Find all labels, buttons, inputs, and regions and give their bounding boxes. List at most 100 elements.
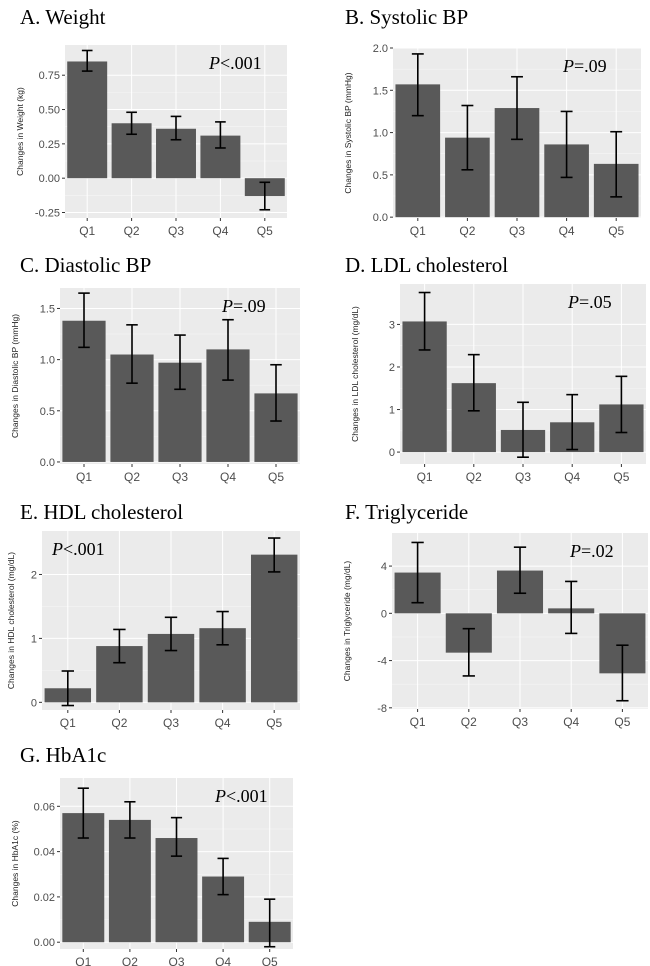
- error-bar-q4: [560, 110, 573, 179]
- p-value-annotation: P=.05: [567, 292, 612, 312]
- error-bar-q5: [615, 375, 628, 434]
- x-tick-label: Q1: [410, 224, 426, 238]
- chart-title: E. HDL cholesterol: [20, 500, 183, 524]
- x-tick-label: Q4: [220, 470, 236, 484]
- x-tick-label: Q5: [613, 470, 629, 484]
- x-tick-label: Q3: [515, 470, 531, 484]
- chart-panel-a: A. Weight -0.25 0.00 0.25 0.50 0.75 Q1 Q2 Q3 Q4 Q5…: [0, 0, 300, 238]
- p-value-text: =.05: [579, 292, 612, 312]
- y-tick-label: 1: [389, 405, 395, 417]
- y-tick-label: -4: [377, 656, 387, 668]
- chart-title: G. HbA1c: [20, 743, 106, 767]
- y-tick-label: 0.50: [39, 105, 60, 117]
- chart-svg-c: C. Diastolic BP 0.0 0.5 1.0 1.5 Q1 Q2 Q3 Q4 Q5 Cha…: [10, 253, 300, 484]
- x-tick-label: Q4: [563, 715, 579, 729]
- x-tick-label: Q2: [124, 224, 140, 238]
- x-tick-label: Q1: [410, 715, 426, 729]
- y-tick-label: -0.25: [35, 208, 60, 220]
- y-tick-label: 1.5: [373, 85, 388, 97]
- error-bar-q2: [467, 353, 480, 412]
- p-value-annotation: P<.001: [208, 53, 262, 73]
- p-value-text: =.09: [574, 56, 607, 76]
- p-value-letter: P: [562, 56, 574, 76]
- x-tick-label: Q4: [212, 224, 228, 238]
- p-value-letter: P: [221, 296, 233, 316]
- p-value-text: <.001: [63, 539, 105, 559]
- x-tick-label: Q1: [79, 224, 95, 238]
- y-tick-label: 0.00: [34, 937, 55, 949]
- y-tick-label: 2.0: [373, 43, 388, 55]
- x-tick-label: Q5: [266, 716, 282, 730]
- x-tick-label: Q5: [262, 955, 278, 966]
- x-tick-label: Q3: [168, 955, 184, 966]
- x-tick-label: Q2: [111, 716, 127, 730]
- p-value-annotation: P=.09: [221, 296, 266, 316]
- error-bar-q2: [462, 627, 475, 677]
- chart-svg-g: G. HbA1c 0.00 0.02 0.04 0.06 Q1 Q2 Q3 Q4 Q5 Change…: [10, 743, 293, 966]
- y-tick-label: 0.02: [34, 892, 55, 904]
- y-tick-label: 0.25: [39, 139, 60, 151]
- y-tick-label: 1: [31, 633, 37, 645]
- p-value-annotation: P<.001: [51, 539, 105, 559]
- y-tick-label: 0.0: [40, 457, 55, 469]
- chart-panel-b: B. Systolic BP 0.0 0.5 1.0 1.5 2.0 Q1 Q2 Q3 Q4 Q5 C…: [325, 0, 650, 238]
- error-bar-q5: [270, 363, 282, 422]
- error-bar-q1: [78, 292, 90, 349]
- x-tick-label: Q3: [168, 224, 184, 238]
- chart-title: C. Diastolic BP: [20, 253, 151, 277]
- error-bar-q2: [126, 111, 137, 136]
- chart-panel-d: D. LDL cholesterol 0 1 2 3 Q1 Q2 Q3 Q4 Q5 Changes …: [325, 248, 650, 484]
- p-value-text: =.02: [581, 541, 614, 561]
- y-tick-label: 1.0: [40, 355, 55, 367]
- error-bar-q4: [565, 580, 578, 635]
- x-tick-label: Q2: [124, 470, 140, 484]
- error-bar-q3: [170, 115, 182, 141]
- x-tick-label: Q4: [564, 470, 580, 484]
- error-bar-q1: [77, 787, 89, 839]
- y-axis-label: Changes in Weight (kg): [15, 87, 25, 176]
- error-bar-q1: [81, 49, 93, 72]
- x-tick-label: Q5: [257, 224, 273, 238]
- y-tick-label: 3: [389, 319, 395, 331]
- x-tick-label: Q4: [215, 955, 231, 966]
- p-value-text: =.09: [233, 296, 266, 316]
- error-bar-q4: [222, 318, 234, 381]
- x-tick-label: Q2: [461, 715, 477, 729]
- y-axis-label: Changes in Systolic BP (mmHg): [343, 72, 353, 193]
- x-tick-label: Q1: [60, 716, 76, 730]
- y-axis-label: Changes in Triglyceride (mg/dL): [342, 561, 352, 682]
- p-value-letter: P: [51, 539, 63, 559]
- x-tick-label: Q3: [512, 715, 528, 729]
- chart-svg-a: A. Weight -0.25 0.00 0.25 0.50 0.75 Q1 Q2 Q3 Q4 Q5…: [15, 5, 287, 238]
- error-bar-q3: [164, 616, 178, 652]
- chart-panel-g: G. HbA1c 0.00 0.02 0.04 0.06 Q1 Q2 Q3 Q4 Q5 Change…: [0, 738, 300, 966]
- error-bar-q2: [124, 800, 136, 839]
- chart-svg-d: D. LDL cholesterol 0 1 2 3 Q1 Q2 Q3 Q4 Q5 Changes …: [345, 253, 646, 484]
- chart-panel-f: F. Triglyceride -8 -4 0 4 Q1 Q2 Q3 Q4 Q5 Changes i…: [325, 495, 650, 729]
- error-bar-q5: [268, 537, 281, 573]
- y-axis-label: Changes in HDL cholesterol (mg/dL): [6, 552, 16, 689]
- x-tick-label: Q2: [466, 470, 482, 484]
- error-bar-q2: [113, 628, 126, 664]
- y-tick-label: 0.0: [373, 212, 388, 224]
- y-axis-label: Changes in LDL cholesterol (mg/dL): [350, 306, 360, 442]
- y-tick-label: 0.5: [373, 170, 388, 182]
- y-tick-label: 0.04: [34, 847, 55, 859]
- p-value-letter: P: [569, 541, 581, 561]
- y-axis-label: Changes in HbA1c (%): [10, 820, 20, 907]
- error-bar-q3: [174, 334, 186, 391]
- y-tick-label: 1.0: [373, 128, 388, 140]
- bar-q1: [67, 61, 108, 179]
- error-bar-q3: [511, 75, 523, 141]
- error-bar-q5: [610, 130, 623, 198]
- error-bar-q2: [461, 104, 474, 171]
- error-bar-q1: [61, 670, 74, 707]
- x-tick-label: Q1: [76, 470, 92, 484]
- y-tick-label: 0: [389, 447, 395, 459]
- x-tick-label: Q1: [75, 955, 91, 966]
- chart-svg-b: B. Systolic BP 0.0 0.5 1.0 1.5 2.0 Q1 Q2 Q3 Q4 Q5 C…: [343, 5, 641, 238]
- y-tick-label: 0.75: [39, 70, 60, 82]
- chart-panel-e: E. HDL cholesterol 0 1 2 Q1 Q2 Q3 Q4 Q5 Changes i…: [0, 495, 300, 730]
- error-bar-q5: [264, 898, 276, 948]
- error-bar-q2: [126, 324, 138, 384]
